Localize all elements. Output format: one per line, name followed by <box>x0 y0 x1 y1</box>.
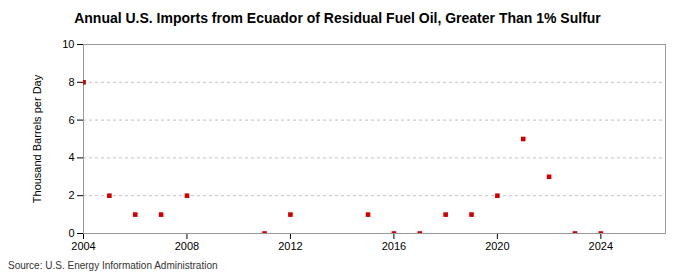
svg-text:2020: 2020 <box>485 240 509 252</box>
svg-text:10: 10 <box>62 38 74 50</box>
svg-text:2: 2 <box>68 189 74 201</box>
svg-text:2008: 2008 <box>175 240 199 252</box>
svg-text:Thousand Barrels per Day: Thousand Barrels per Day <box>31 74 43 203</box>
svg-text:2012: 2012 <box>278 240 302 252</box>
svg-text:2024: 2024 <box>589 240 613 252</box>
svg-text:8: 8 <box>68 76 74 88</box>
svg-text:4: 4 <box>68 151 74 163</box>
svg-text:2004: 2004 <box>71 240 95 252</box>
html-text:Source: U.S. Energy Informatio: Source: U.S. Energy Information Administ… <box>8 260 218 271</box>
svg-text:0: 0 <box>68 227 74 239</box>
svg-text:2016: 2016 <box>382 240 406 252</box>
svg-text:6: 6 <box>68 114 74 126</box>
html-text:Annual U.S. Imports from Ecuad: Annual U.S. Imports from Ecuador of Resi… <box>74 10 601 26</box>
